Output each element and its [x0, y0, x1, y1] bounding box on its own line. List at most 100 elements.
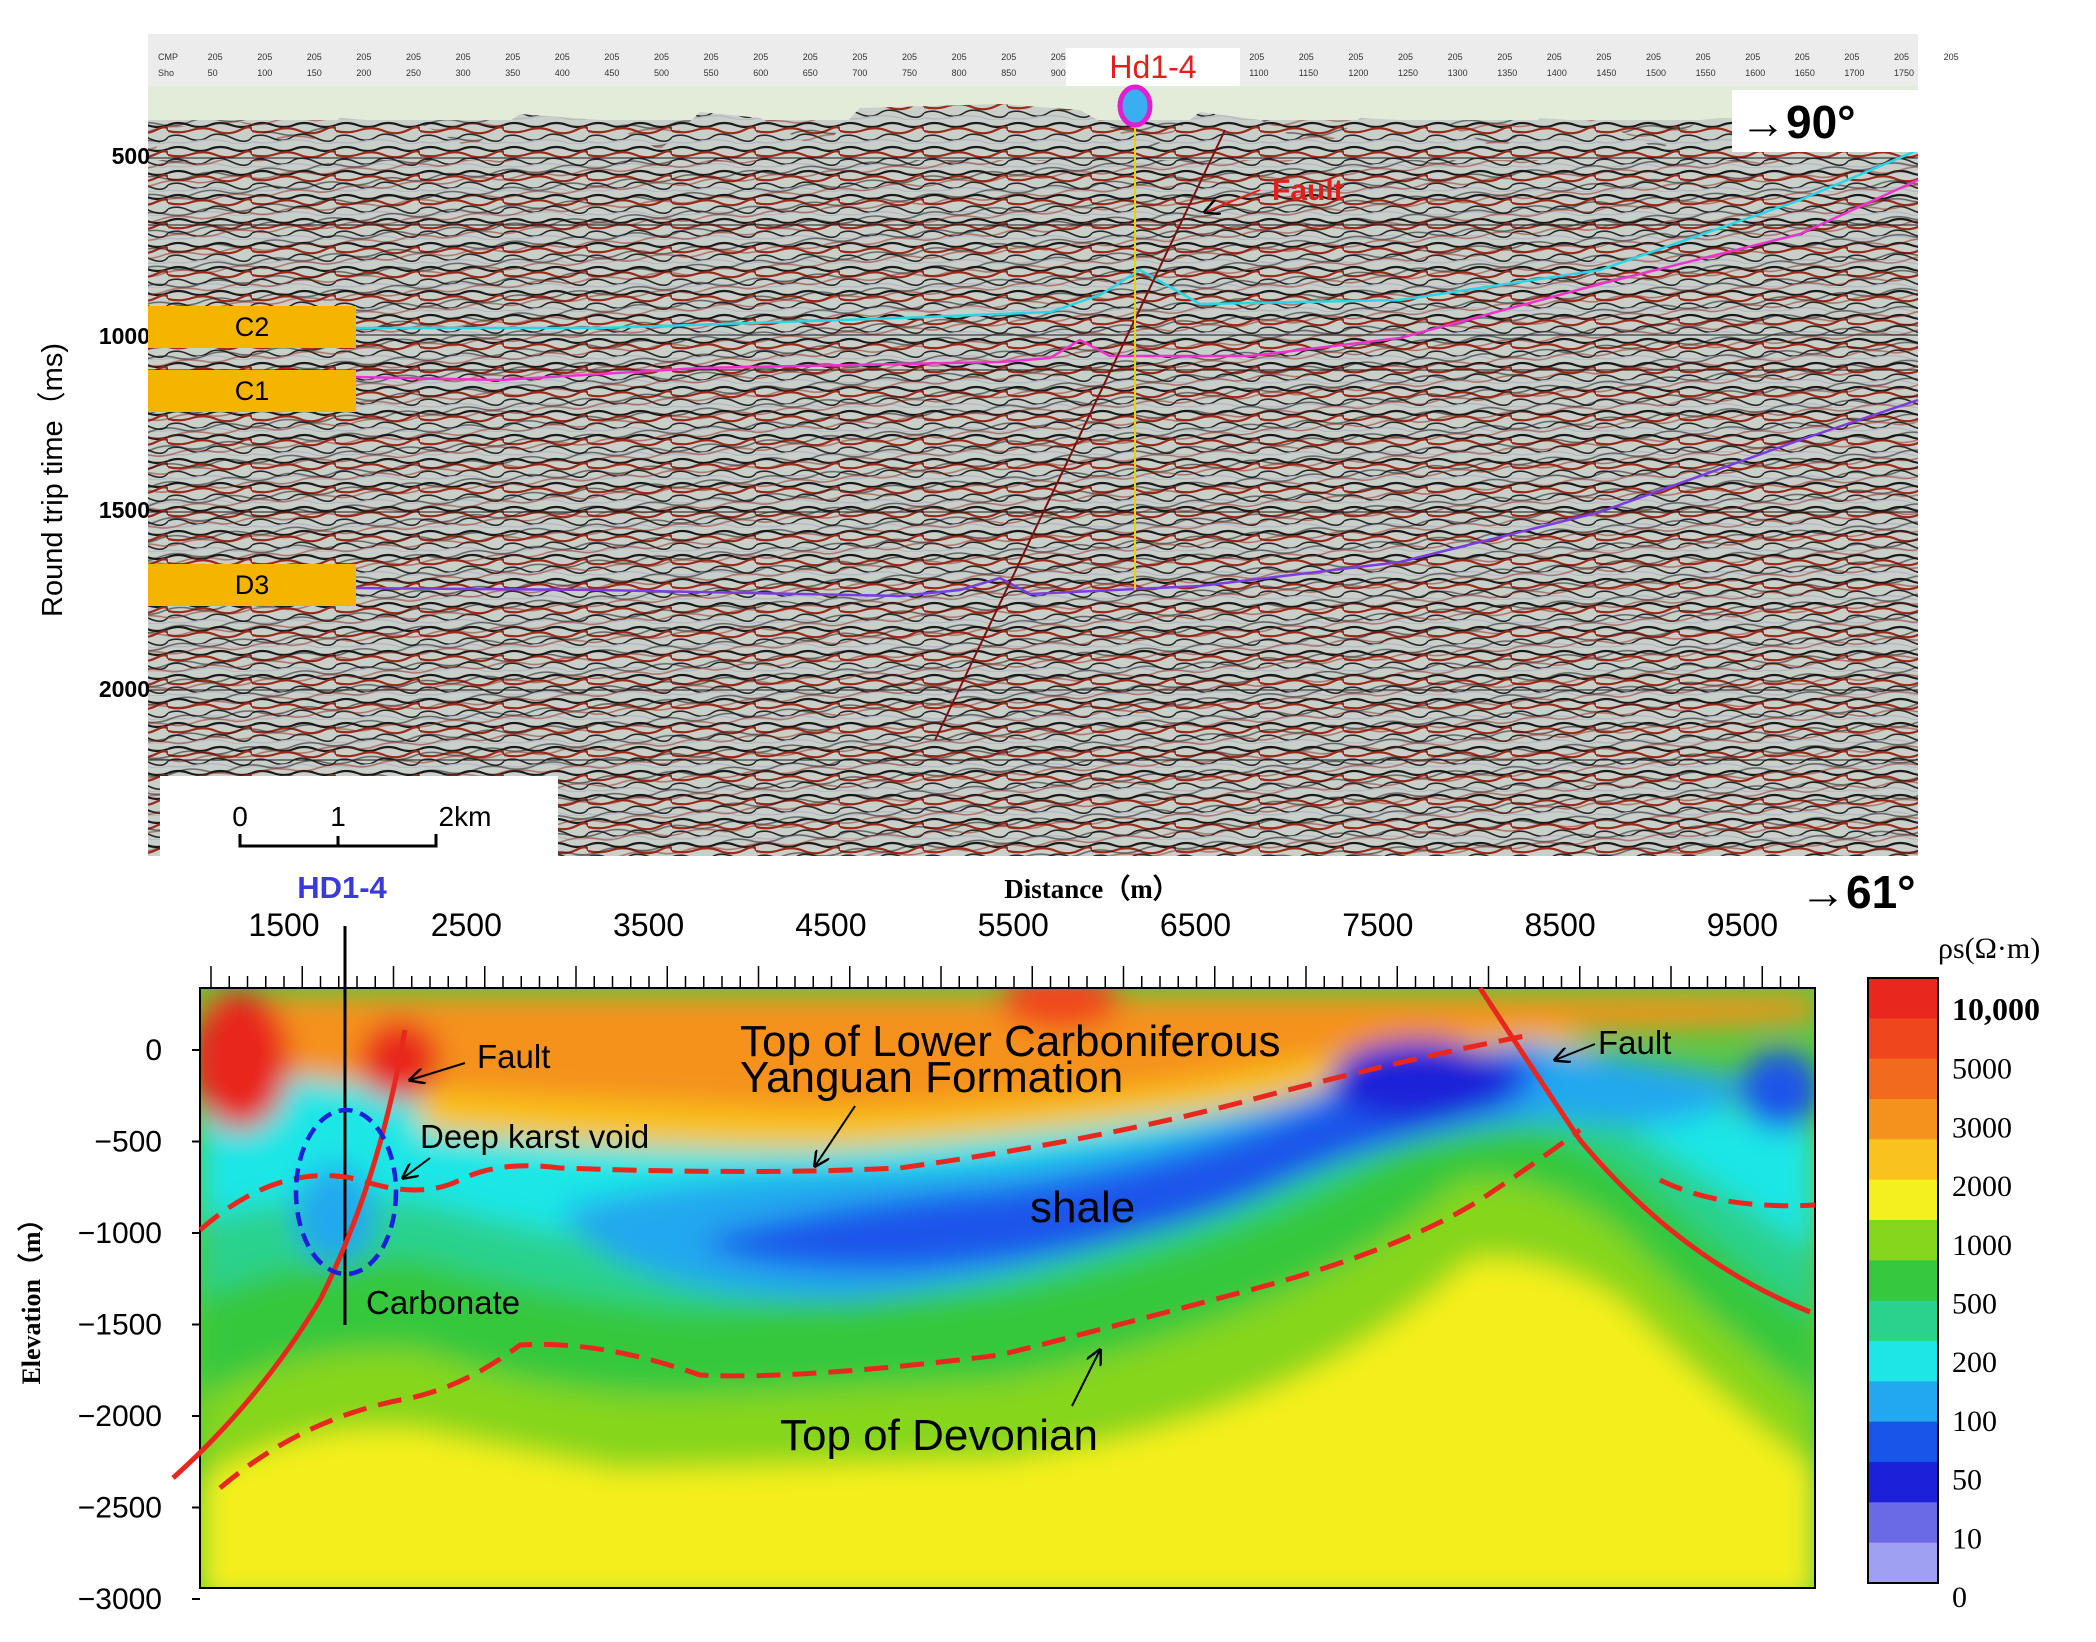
- colorbar-swatch: [1868, 1341, 1938, 1382]
- seismic-header-bar: [148, 34, 1918, 86]
- seismic-data-texture: [148, 120, 1918, 856]
- top-devonian-arrow: [1071, 1350, 1100, 1407]
- seismic-fault-label: Fault: [1272, 174, 1344, 207]
- scale-bar-box: [160, 776, 558, 858]
- fault-left-line: [171, 1029, 408, 1480]
- seismic-fault-arrow: [1205, 189, 1261, 212]
- header-shot-label: 1200: [1348, 68, 1368, 78]
- header-cmp-label: 205: [555, 52, 570, 62]
- fault-right-arrow: [1555, 1043, 1596, 1060]
- header-cmp-label: 205: [1249, 52, 1264, 62]
- horizon-d3-label: D3: [235, 570, 270, 600]
- header-shot-label: 1750: [1894, 68, 1914, 78]
- header-shot-label: 1650: [1795, 68, 1815, 78]
- header-cmp-label: 205: [1398, 52, 1413, 62]
- fault-right-line: [1477, 986, 1811, 1315]
- header-shot-label: 1150: [1299, 68, 1318, 78]
- top-devonian-label: Top of Devonian: [780, 1411, 1098, 1460]
- header-shot-label: 800: [952, 68, 967, 78]
- header-shot-label: 900: [1051, 68, 1066, 78]
- shale-label: shale: [1030, 1183, 1135, 1232]
- colorbar-label: 3000: [1952, 1111, 2012, 1144]
- x-tick-label: 6500: [1160, 907, 1231, 943]
- resistivity-colorbar: ρs(Ω·m) 10,00050003000200010005002001005…: [1867, 932, 2040, 1614]
- x-tick-label: 2500: [431, 907, 502, 943]
- x-tick-label: 1500: [248, 907, 319, 943]
- header-shot-label: 550: [704, 68, 719, 78]
- header-shot-label: 300: [456, 68, 471, 78]
- horizon-c1-tag: [148, 370, 356, 412]
- resistivity-fill-layers: [200, 988, 1815, 1588]
- y-tick-label: −500: [94, 1126, 162, 1159]
- header-shot-label: 250: [406, 68, 421, 78]
- colorbar-label: 5000: [1952, 1053, 2012, 1086]
- boundary-top-lower-carboniferous: [198, 1032, 1531, 1232]
- header-cmp-label: 205: [852, 52, 867, 62]
- y-tick-label: −3000: [78, 1583, 162, 1616]
- header-cmp-label: 205: [1646, 52, 1661, 62]
- header-cmp-label: 205: [753, 52, 768, 62]
- header-shot-label: 1600: [1745, 68, 1765, 78]
- header-cmp-label: 205: [1844, 52, 1859, 62]
- karst-void-outline: [293, 1107, 399, 1277]
- header-cmp-label: 205: [1894, 52, 1909, 62]
- horizon-c2: C2: [148, 148, 1919, 348]
- x-tick-label: 8500: [1525, 907, 1596, 943]
- colorbar-swatch: [1868, 1220, 1938, 1261]
- header-shot-label: 600: [753, 68, 768, 78]
- header-cmp-label: 205: [257, 52, 272, 62]
- resistivity-section: HD1-4 Distance（m） →61° 1500 2500 3500 4500 5…: [17, 866, 1916, 1616]
- layer-light-green: [200, 1178, 1815, 1480]
- y-tick-label: −2000: [78, 1400, 162, 1433]
- header-cmp-label: 205: [1299, 52, 1314, 62]
- header-shot-label: 1400: [1547, 68, 1567, 78]
- header-cmp-label: 205: [604, 52, 619, 62]
- anomaly-high-left: [200, 990, 290, 1130]
- resistivity-model: [200, 988, 1815, 1588]
- seismic-y-axis-title: Round trip time（ms): [37, 343, 69, 617]
- seismic-azimuth-box: [1732, 90, 1918, 152]
- colorbar-swatch: [1868, 1179, 1938, 1221]
- header-cmp-label: 205: [902, 52, 917, 62]
- colorbar-title: ρs(Ω·m): [1938, 932, 2040, 965]
- header-shot-label: 1350: [1497, 68, 1517, 78]
- colorbar-label: 1000: [1952, 1229, 2012, 1262]
- seismic-azimuth-label: →90°: [1740, 96, 1856, 148]
- header-cmp-label: 205: [1795, 52, 1810, 62]
- header-shot-label: 500: [654, 68, 669, 78]
- karst-low-anomaly: [295, 1165, 375, 1265]
- shale-dark-blue-body: [700, 1050, 1536, 1270]
- seismic-topography-relief: [148, 104, 1918, 160]
- header-shot-label: 150: [307, 68, 322, 78]
- header-cmp-label: 205: [406, 52, 421, 62]
- scale-bar-line: [238, 834, 438, 848]
- horizon-c1-label: C1: [235, 376, 270, 406]
- header-shot-label: 1100: [1249, 68, 1268, 78]
- seismic-section: CMP 205 205 205 205 205 205 205 205 205 205 205 205 2…: [37, 34, 1959, 858]
- horizon-c2-tag: [148, 306, 356, 348]
- x-tick-label: 5500: [978, 907, 1049, 943]
- header-cmp-label: 205: [356, 52, 371, 62]
- header-cmp-label: 205: [307, 52, 322, 62]
- x-tick-label: 9500: [1707, 907, 1778, 943]
- x-tick-label: 7500: [1342, 907, 1413, 943]
- colorbar-swatch: [1868, 1018, 1938, 1060]
- layer-deep-yellow: [200, 1258, 1815, 1588]
- header-cmp-label: 205: [1448, 52, 1463, 62]
- header-cmp-label: 205: [505, 52, 520, 62]
- layer-surface-yellow: [420, 1030, 1600, 1150]
- boundary-top-devonian: [218, 1127, 1582, 1490]
- layer-surface-orange: [200, 995, 1815, 1110]
- boundary-right-segment: [1658, 1177, 1816, 1209]
- colorbar-swatch: [1868, 1260, 1938, 1302]
- colorbar-label: 100: [1952, 1405, 1997, 1438]
- colorbar-swatch: [1868, 1421, 1938, 1463]
- fault-left-label: Fault: [477, 1038, 550, 1075]
- layer-green: [200, 1118, 1815, 1400]
- seismic-fault-line: [934, 129, 1226, 741]
- header-shot-label: 100: [257, 68, 272, 78]
- horizon-c1: C1: [148, 178, 1919, 412]
- resistivity-x-tick-labels: 1500 2500 3500 4500 5500 6500 7500 8500 9500: [248, 907, 1778, 943]
- header-shot-label: 1500: [1646, 68, 1666, 78]
